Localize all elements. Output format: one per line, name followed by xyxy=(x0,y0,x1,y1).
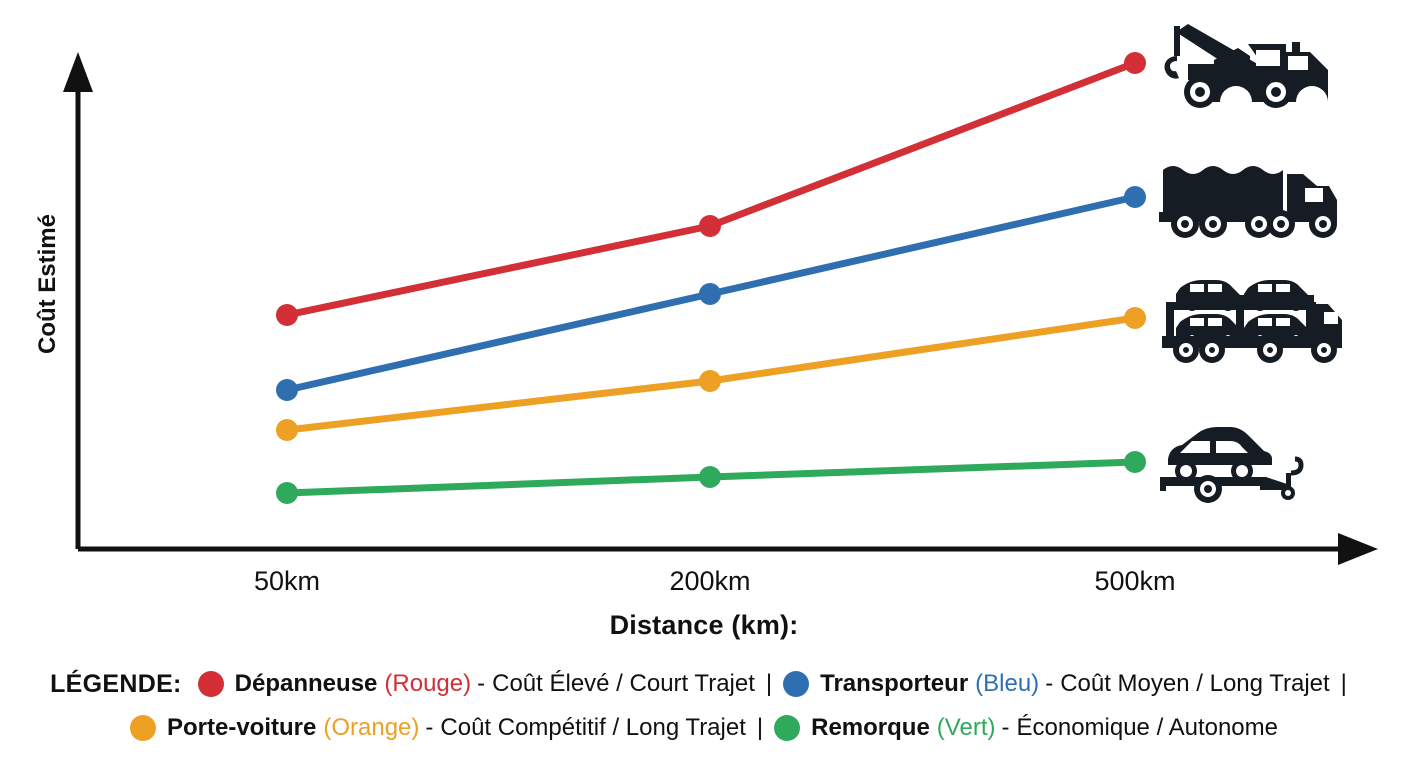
legend-dot-orange xyxy=(129,715,156,741)
legend-entry-remorque[interactable]: Remorque (Vert) - Économique / Autonome xyxy=(774,714,1278,742)
legend-color-label-orange: (Orange) xyxy=(323,714,420,741)
legend-separator-2: | xyxy=(1340,670,1347,697)
legend-color-label-rouge: (Rouge) xyxy=(384,670,472,697)
x-tick-label-3: 500km xyxy=(1094,566,1176,596)
y-axis xyxy=(63,52,93,549)
legend-row-1: LÉGENDE: Dépanneuse (Rouge) - Coût Élevé… xyxy=(0,662,1408,706)
data-point xyxy=(276,304,298,326)
data-point xyxy=(276,419,298,441)
semi-truck-icon xyxy=(1155,148,1345,240)
legend-name-depanneuse: Dépanneuse xyxy=(234,670,378,697)
legend-name-porte-voiture: Porte-voiture xyxy=(166,714,317,741)
legend-entry-transporteur[interactable]: Transporteur (Bleu) - Coût Moyen / Long … xyxy=(783,670,1330,698)
legend-dash-2: - xyxy=(1045,670,1054,697)
legend: LÉGENDE: Dépanneuse (Rouge) - Coût Élevé… xyxy=(0,662,1408,768)
data-point xyxy=(699,215,721,237)
legend-separator-1: | xyxy=(765,670,773,697)
x-axis-title: Distance (km): xyxy=(609,610,799,640)
legend-dot-red xyxy=(197,671,224,697)
x-tick-label-1: 50km xyxy=(253,566,321,596)
legend-dash-3: - xyxy=(425,714,434,741)
data-point xyxy=(699,466,721,488)
legend-color-label-bleu: (Bleu) xyxy=(975,670,1040,697)
series-line-depanneuse xyxy=(276,52,1146,326)
data-point xyxy=(276,482,298,504)
legend-separator-3: | xyxy=(756,714,764,741)
data-point xyxy=(699,283,721,305)
data-point xyxy=(1124,307,1146,329)
chart-plot-area: Coût Estimé 50km 200km 500km Distance (k… xyxy=(34,12,1378,640)
legend-desc-transporteur: Coût Moyen / Long Trajet xyxy=(1060,670,1330,697)
series-line-remorque xyxy=(276,451,1146,504)
car-trailer-icon xyxy=(1152,423,1312,505)
legend-dash-4: - xyxy=(1001,714,1010,741)
legend-desc-remorque: Économique / Autonome xyxy=(1016,714,1278,741)
series-line-porte-voiture xyxy=(276,307,1146,441)
y-axis-title: Coût Estimé xyxy=(34,214,61,355)
x-tick-label-2: 200km xyxy=(669,566,751,596)
legend-color-label-vert: (Vert) xyxy=(936,714,996,741)
data-point xyxy=(1124,451,1146,473)
tow-truck-icon xyxy=(1152,12,1328,112)
legend-name-remorque: Remorque xyxy=(811,714,930,741)
legend-entry-depanneuse[interactable]: Dépanneuse (Rouge) - Coût Élevé / Court … xyxy=(197,670,755,698)
chart-svg xyxy=(63,52,1378,565)
data-point xyxy=(1124,186,1146,208)
legend-dot-blue xyxy=(783,671,810,697)
data-point xyxy=(1124,52,1146,74)
legend-dot-green xyxy=(774,715,801,741)
x-axis xyxy=(78,533,1378,565)
legend-dash-1: - xyxy=(477,670,486,697)
legend-desc-porte-voiture: Coût Compétitif / Long Trajet xyxy=(440,714,746,741)
data-point xyxy=(699,370,721,392)
series-line-transporteur xyxy=(276,186,1146,401)
legend-desc-depanneuse: Coût Élevé / Court Trajet xyxy=(492,670,755,697)
legend-title: LÉGENDE: xyxy=(50,669,182,698)
car-carrier-icon xyxy=(1158,278,1350,368)
legend-name-transporteur: Transporteur xyxy=(820,670,969,697)
legend-entry-porte-voiture[interactable]: Porte-voiture (Orange) - Coût Compétitif… xyxy=(129,714,746,742)
data-point xyxy=(276,379,298,401)
legend-row-2: Porte-voiture (Orange) - Coût Compétitif… xyxy=(0,706,1408,750)
